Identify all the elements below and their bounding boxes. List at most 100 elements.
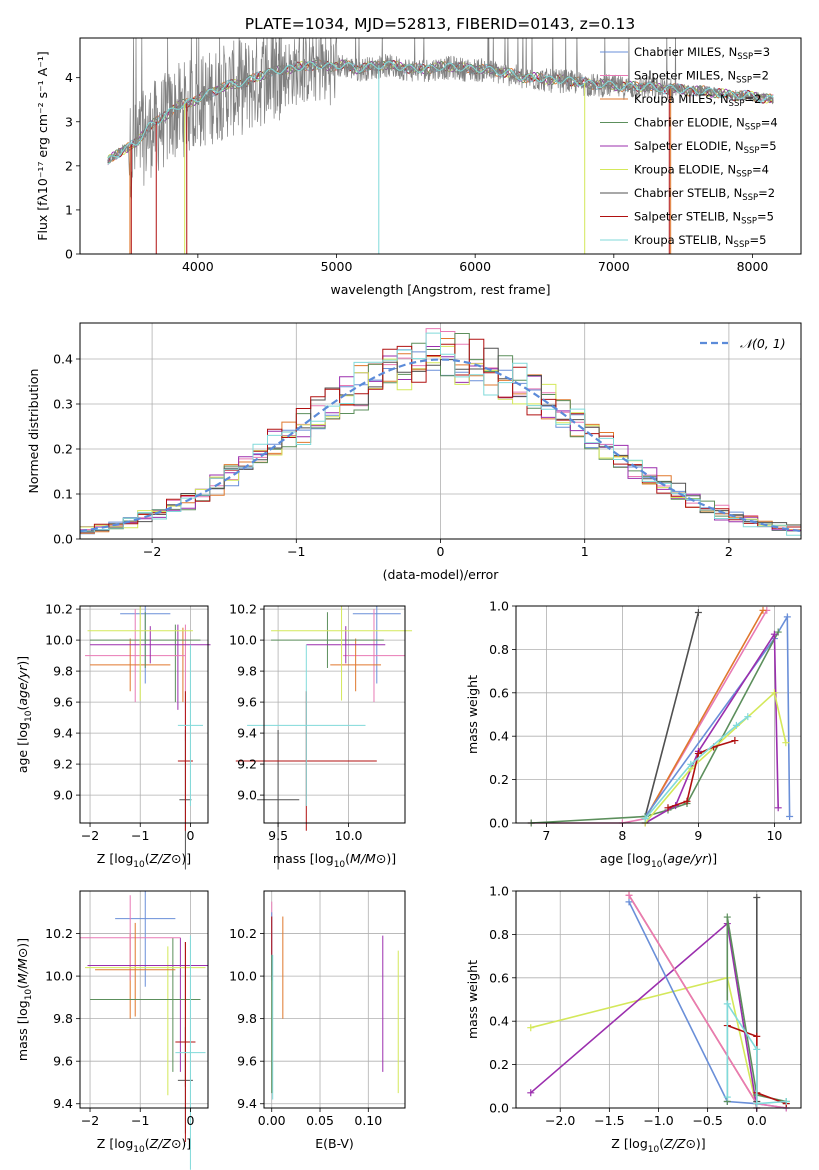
y-tick-label: 1.0 <box>489 599 509 614</box>
observed-spectrum <box>107 38 774 199</box>
y-tick-label: 9.4 <box>53 1096 73 1111</box>
y-tick-label: 9.8 <box>237 1011 257 1026</box>
point-kSTELIB <box>744 713 752 721</box>
x-axis-label: (data-model)/error <box>383 567 500 582</box>
y-tick-label: 9.4 <box>53 726 73 741</box>
point-cSTELIB <box>694 609 702 617</box>
series-cSTELIB <box>644 612 700 817</box>
point-cSTELIB <box>753 894 761 902</box>
y-tick-label: 10.0 <box>229 969 257 984</box>
x-tick-label: 7 <box>542 828 550 843</box>
y-axis-label: mass weight <box>465 675 480 754</box>
y-axis-label: Flux [fλ10⁻¹⁷ erg cm⁻² s⁻¹ A⁻¹] <box>35 51 50 240</box>
y-tick-label: 9.8 <box>53 1011 73 1026</box>
y-tick-label: 9.4 <box>237 1096 257 1111</box>
y-tick-label: 0.3 <box>53 397 73 412</box>
point-sELODIE <box>774 804 782 812</box>
series-sMILES <box>531 609 768 824</box>
legend-label: Chabrier ELODIE, NSSP=4 <box>634 116 778 133</box>
point-sELODIE <box>527 1089 535 1097</box>
point-cMILES <box>625 898 633 906</box>
series-sSTELIB <box>667 739 736 809</box>
z-weight-panel: −2.0 −1.5 −1.0 −0.5 0.0 0.0 0.2 0.4 0.6 0.8 1.0 Z [… <box>465 884 802 1155</box>
y-tick-label: 0.6 <box>489 685 509 700</box>
x-tick-label: −2.0 <box>545 1113 575 1128</box>
x-tick-label: −1 <box>287 544 305 559</box>
x-tick-label: 0.00 <box>258 1113 286 1128</box>
point-kSTELIB <box>641 815 649 823</box>
legend-label: Salpeter MILES, NSSP=2 <box>634 69 769 86</box>
point-kELODIE <box>527 1024 535 1032</box>
y-tick-label: 9.6 <box>237 1054 257 1069</box>
y-tick-label: 0.4 <box>489 729 509 744</box>
axes-frame <box>263 890 406 1109</box>
x-tick-label: 9.5 <box>268 828 288 843</box>
point-sSTELIB <box>683 797 691 805</box>
legend-label: Salpeter ELODIE, NSSP=5 <box>634 139 777 156</box>
x-tick-label: 0.0 <box>747 1113 767 1128</box>
y-tick-label: 0.2 <box>53 442 73 457</box>
legend-label: Kroupa MILES, NSSP=2 <box>634 92 761 109</box>
y-tick-label: 1 <box>65 202 73 217</box>
point-sSTELIB <box>753 1032 761 1040</box>
y-tick-label: 3 <box>65 114 73 129</box>
normal-curve <box>79 358 802 533</box>
x-tick-label: 4000 <box>182 259 214 274</box>
axes-frame <box>79 890 209 1109</box>
x-axis-label: mass [log10(M/M⊙)] <box>273 851 396 870</box>
legend-label: 𝒩(0, 1) <box>740 336 786 351</box>
figure-title: PLATE=1034, MJD=52813, FIBERID=0143, z=0… <box>245 15 635 33</box>
y-tick-label: 9.2 <box>237 757 257 772</box>
axes-frame <box>79 37 802 255</box>
y-tick-label: 9.6 <box>53 1054 73 1069</box>
point-sELODIE <box>770 630 778 638</box>
y-tick-label: 0.0 <box>53 532 73 547</box>
x-axis-label: Z [log10(Z/Z⊙)] <box>97 1136 191 1155</box>
point-kELODIE <box>770 689 778 697</box>
y-tick-label: 9.0 <box>53 788 73 803</box>
y-axis-label: age [log10(age/yr)] <box>15 656 34 773</box>
point-sSTELIB <box>664 804 672 812</box>
x-tick-label: 8 <box>618 828 626 843</box>
x-tick-label: −1.5 <box>594 1113 624 1128</box>
model-kSTELIB-top <box>107 61 774 159</box>
y-tick-label: 0.8 <box>489 642 509 657</box>
point-kSTELIB <box>782 1097 790 1105</box>
x-tick-label: 0 <box>186 828 194 843</box>
x-tick-label: −1.0 <box>643 1113 673 1128</box>
x-tick-label: −2 <box>143 544 161 559</box>
x-tick-label: 0.10 <box>354 1113 382 1128</box>
y-tick-label: 10.2 <box>229 926 257 941</box>
y-tick-label: 0.4 <box>53 352 73 367</box>
x-tick-label: −1 <box>131 828 149 843</box>
y-tick-label: 0.2 <box>489 1057 509 1072</box>
x-tick-label: −0.5 <box>692 1113 722 1128</box>
y-tick-label: 10.0 <box>45 633 73 648</box>
x-tick-label: 2 <box>725 544 733 559</box>
y-tick-label: 9.6 <box>237 695 257 710</box>
y-tick-label: 0.0 <box>489 816 509 831</box>
point-cMILES <box>786 812 794 820</box>
y-tick-label: 9.2 <box>53 757 73 772</box>
y-tick-label: 0 <box>65 247 73 262</box>
series-kELODIE <box>530 976 758 1109</box>
x-tick-label: 5000 <box>321 259 353 274</box>
x-tick-label: 10.0 <box>335 828 363 843</box>
z-age-panel: −2 −1 0 9.0 9.2 9.4 9.6 9.8 10.0 10.2 Z [log10(Z/Z… <box>15 602 211 870</box>
z-mass-panel: −2 −1 0 9.4 9.6 9.8 10.0 10.2 Z [log10(Z/Z⊙)] mas… <box>15 890 209 1170</box>
x-tick-label: 10 <box>766 828 782 843</box>
x-axis-label: wavelength [Angstrom, rest frame] <box>330 282 550 297</box>
y-axis-label: mass weight <box>465 960 480 1039</box>
axes-frame <box>79 605 209 824</box>
x-tick-label: 0 <box>186 1113 194 1128</box>
y-tick-label: 10.2 <box>45 602 73 617</box>
y-tick-label: 0.2 <box>489 772 509 787</box>
x-tick-label: 8000 <box>737 259 769 274</box>
residuals-panel: −2 −1 0 1 2 0.0 0.1 0.2 0.3 0.4 (data-model)/error… <box>26 322 802 582</box>
y-tick-label: 10.0 <box>229 633 257 648</box>
point-kMILES <box>759 606 767 614</box>
x-axis-label: Z [log10(Z/Z⊙)] <box>97 851 191 870</box>
y-tick-label: 9.4 <box>237 726 257 741</box>
point-kSTELIB <box>753 1100 761 1108</box>
